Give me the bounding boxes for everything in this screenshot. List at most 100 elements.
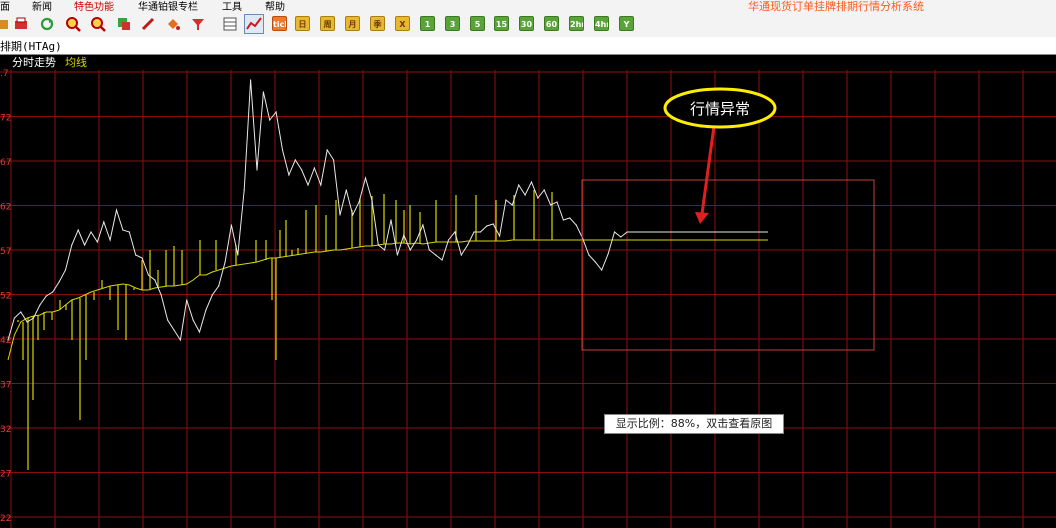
anomaly-arrow xyxy=(700,125,716,215)
price-point xyxy=(530,181,533,183)
price-point xyxy=(256,169,258,171)
price-point xyxy=(173,329,175,331)
zoom-out-icon[interactable] xyxy=(90,16,106,32)
period-4hr-button[interactable]: 4hr xyxy=(594,16,609,31)
period-2hr-button[interactable]: 2hr xyxy=(569,16,584,31)
price-point xyxy=(524,194,526,196)
anomaly-callout-ellipse xyxy=(663,87,777,129)
period-week-button[interactable]: 周 xyxy=(320,16,335,31)
price-point xyxy=(511,204,513,206)
menu-item-view[interactable]: 面 xyxy=(0,2,10,12)
price-point xyxy=(403,234,405,236)
y-axis-tick-label: 22 xyxy=(0,514,11,524)
filter-icon[interactable] xyxy=(190,16,206,32)
price-point xyxy=(345,189,347,191)
y-axis-tick-label: 32 xyxy=(0,425,11,435)
price-point xyxy=(122,229,124,231)
price-point xyxy=(454,231,456,233)
price-point xyxy=(339,214,341,216)
price-point xyxy=(26,321,28,323)
price-point xyxy=(77,229,79,231)
period-x-button[interactable]: X xyxy=(395,16,410,31)
period-30min-button[interactable]: 30 xyxy=(519,16,534,31)
menu-item-column[interactable]: 华通铂银专栏 xyxy=(138,2,198,12)
price-point xyxy=(103,221,105,223)
price-point xyxy=(294,159,296,161)
price-point xyxy=(262,91,264,93)
price-point xyxy=(141,257,143,259)
price-point xyxy=(205,309,207,311)
y-axis-labels: .7 72 67 62 57 52 42 37 32 27 22 xyxy=(0,69,11,524)
price-point xyxy=(588,254,590,256)
refresh-icon[interactable] xyxy=(39,16,55,32)
price-point xyxy=(543,189,545,191)
menu-item-news[interactable]: 新闻 xyxy=(32,2,52,12)
price-point xyxy=(20,311,22,313)
menu-bar: 面 新闻 特色功能 华通铂银专栏 工具 帮助 华通现货订单挂牌排期行情分析系统 xyxy=(0,0,1056,12)
price-point xyxy=(364,177,367,179)
draw-pen-icon[interactable] xyxy=(140,16,156,32)
price-point xyxy=(301,169,303,171)
tick-button[interactable]: tick xyxy=(272,16,287,31)
anomaly-callout-label: 行情异常 xyxy=(690,100,750,118)
zoom-ratio-tooltip: 显示比例：88%，双击查看原图 xyxy=(604,414,784,434)
period-quarter-button[interactable]: 季 xyxy=(370,16,385,31)
price-point xyxy=(160,294,162,296)
price-point xyxy=(218,285,220,287)
print-icon[interactable] xyxy=(13,16,29,32)
price-point xyxy=(52,291,54,293)
price-point xyxy=(473,231,475,233)
instrument-title: 排期(HTAg) xyxy=(0,40,62,53)
price-point xyxy=(32,317,35,319)
price-point xyxy=(626,231,628,233)
y-axis-tick-label: 52 xyxy=(0,292,11,302)
price-point xyxy=(352,214,354,216)
intraday-chart[interactable]: 分时走势 均线 .7 72 67 62 57 52 42 37 32 27 22 行情异常 xyxy=(0,54,1056,528)
period-15min-button[interactable]: 15 xyxy=(494,16,509,31)
paint-bucket-icon[interactable] xyxy=(165,16,181,32)
price-point xyxy=(186,299,188,301)
price-point xyxy=(620,236,622,238)
price-point xyxy=(179,339,181,341)
table-icon[interactable] xyxy=(222,16,238,32)
zoom-in-icon[interactable] xyxy=(65,16,81,32)
price-point xyxy=(486,225,488,227)
price-point xyxy=(518,184,520,186)
price-point xyxy=(639,231,641,233)
price-point xyxy=(396,254,398,256)
menu-item-help[interactable]: 帮助 xyxy=(265,2,285,12)
price-point xyxy=(633,231,635,233)
period-1min-button[interactable]: 1 xyxy=(420,16,435,31)
price-point xyxy=(499,235,501,237)
price-point xyxy=(390,219,392,221)
avg-volatility-spikes xyxy=(17,190,553,470)
price-point xyxy=(467,244,469,246)
price-point xyxy=(613,231,616,233)
price-point xyxy=(333,159,335,161)
price-point xyxy=(109,239,111,241)
price-point xyxy=(237,254,239,256)
price-point xyxy=(384,249,386,251)
price-point xyxy=(13,317,15,319)
period-day-button[interactable]: 日 xyxy=(295,16,310,31)
period-month-button[interactable]: 月 xyxy=(345,16,360,31)
price-point xyxy=(320,184,322,186)
menu-item-tools[interactable]: 工具 xyxy=(222,2,242,12)
y-axis-tick-label: .7 xyxy=(0,69,9,79)
line-chart-icon[interactable] xyxy=(244,14,264,34)
price-point xyxy=(326,149,328,151)
period-year-button[interactable]: Y xyxy=(619,16,634,31)
window-icon[interactable] xyxy=(116,16,132,32)
period-3min-button[interactable]: 3 xyxy=(445,16,460,31)
period-60min-button[interactable]: 60 xyxy=(544,16,559,31)
price-point xyxy=(562,219,565,221)
price-point xyxy=(435,254,437,256)
open-icon[interactable] xyxy=(0,16,10,32)
y-axis-tick-label: 57 xyxy=(0,247,11,257)
menu-item-special[interactable]: 特色功能 xyxy=(74,2,114,12)
anomaly-arrow-head xyxy=(695,212,709,224)
price-point xyxy=(569,217,571,219)
period-5min-button[interactable]: 5 xyxy=(470,16,485,31)
price-point xyxy=(167,319,169,321)
price-point xyxy=(460,254,462,256)
